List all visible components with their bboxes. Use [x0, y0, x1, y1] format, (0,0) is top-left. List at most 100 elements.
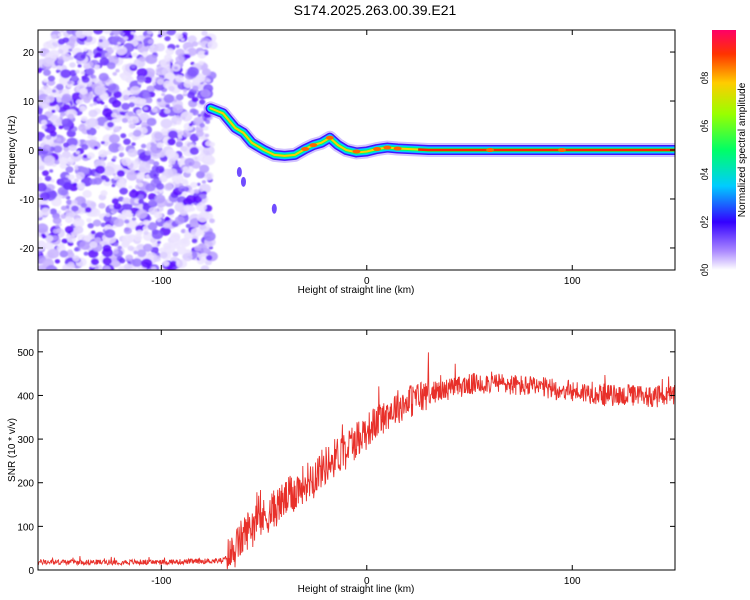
noise-blob — [73, 178, 79, 183]
noise-blob — [63, 146, 70, 152]
noise-blob — [53, 145, 63, 153]
noise-blob — [83, 251, 89, 256]
noise-blob — [156, 218, 162, 223]
snr-series-group — [38, 352, 675, 570]
noise-blob — [163, 94, 175, 104]
noise-blob — [38, 165, 45, 171]
noise-blob — [175, 55, 185, 64]
noise-blob — [83, 97, 91, 104]
noise-blob — [49, 130, 57, 137]
noise-blob — [145, 54, 158, 65]
noise-blob — [128, 102, 135, 108]
noise-blob — [138, 199, 144, 204]
noise-blob — [177, 135, 183, 139]
bottom-x-tick-label: -100 — [151, 576, 171, 587]
noise-blob — [156, 98, 162, 103]
noise-blob — [119, 152, 125, 157]
noise-blob — [52, 228, 59, 234]
noise-blob — [175, 44, 180, 48]
noise-blob — [67, 251, 75, 258]
noise-blob — [189, 147, 199, 155]
noise-blob — [137, 249, 147, 258]
noise-blob — [201, 68, 212, 76]
noise-blob — [83, 62, 91, 70]
noise-blob — [207, 40, 218, 50]
noise-blob — [137, 194, 144, 200]
noise-blob — [124, 219, 130, 224]
noise-blob — [183, 88, 188, 93]
noise-blob — [152, 82, 157, 86]
noise-blob — [142, 219, 150, 226]
bottom-y-tick-label: 300 — [17, 435, 34, 446]
noise-blob — [206, 78, 211, 83]
snr-panel: -100 0 100 0 100 200 300 400 500 Height of stra… — [7, 329, 676, 595]
noise-blob — [80, 116, 88, 122]
noise-blob — [205, 255, 213, 261]
noise-blob — [176, 138, 182, 142]
noise-blob — [126, 203, 133, 209]
bottom-x-tick-label: 0 — [364, 576, 370, 587]
noise-blob — [64, 216, 74, 224]
noise-blob — [168, 85, 175, 92]
noise-blob — [205, 119, 211, 124]
noise-blob — [196, 212, 209, 223]
noise-blob — [60, 95, 71, 104]
noise-blob — [38, 210, 44, 218]
noise-blob — [38, 176, 43, 183]
noise-blob — [123, 138, 131, 145]
noise-blob — [112, 155, 117, 160]
noise-blob — [104, 52, 112, 58]
noise-blob — [137, 182, 144, 188]
top-y-axis: -20 -10 0 10 20 — [20, 48, 675, 255]
noise-blob — [100, 190, 108, 197]
noise-blob — [123, 263, 132, 270]
noise-blob — [204, 133, 210, 138]
noise-blob — [133, 129, 142, 137]
noise-blob — [113, 249, 119, 255]
noise-blob — [102, 165, 115, 176]
noise-blob — [150, 266, 157, 270]
noise-blob — [135, 209, 148, 219]
noise-blob — [165, 48, 174, 56]
noise-blob — [99, 57, 110, 66]
noise-blob — [123, 227, 132, 235]
noise-blob — [164, 108, 171, 114]
ridge-hotspot — [393, 146, 402, 151]
noise-blob — [131, 52, 138, 58]
noise-blob — [203, 171, 214, 181]
colorbar-tick-label: 0.2 — [700, 216, 710, 229]
noise-blob — [93, 30, 104, 35]
noise-blob — [165, 149, 176, 159]
noise-blob — [131, 142, 136, 146]
noise-blob — [121, 102, 130, 111]
noise-blob — [182, 252, 193, 262]
noise-blob — [68, 48, 73, 52]
noise-blob — [66, 234, 76, 243]
noise-blob — [203, 155, 216, 166]
bottom-y-tick-label: 500 — [17, 348, 34, 359]
noise-blob — [128, 190, 139, 199]
noise-blob — [102, 244, 112, 252]
noise-blob — [71, 205, 79, 212]
noise-blob — [98, 39, 103, 43]
ridge-hotspot — [383, 145, 392, 150]
noise-blob — [100, 140, 105, 145]
noise-blob — [175, 141, 183, 148]
noise-blob — [95, 125, 100, 130]
noise-blob — [195, 130, 204, 137]
noise-blob — [67, 174, 75, 181]
noise-blob — [199, 193, 207, 200]
noise-blob — [139, 112, 150, 122]
noise-blob — [69, 69, 77, 77]
noise-blob — [80, 54, 86, 59]
noise-blob — [122, 197, 131, 204]
noise-blob — [123, 36, 129, 41]
noise-blob — [143, 106, 148, 111]
ridge-trace — [203, 101, 675, 214]
noise-blob — [111, 198, 119, 205]
noise-blob — [83, 234, 93, 243]
noise-blob — [51, 89, 57, 93]
noise-blob — [135, 36, 142, 42]
noise-blob — [55, 118, 62, 124]
noise-blob — [198, 99, 206, 105]
